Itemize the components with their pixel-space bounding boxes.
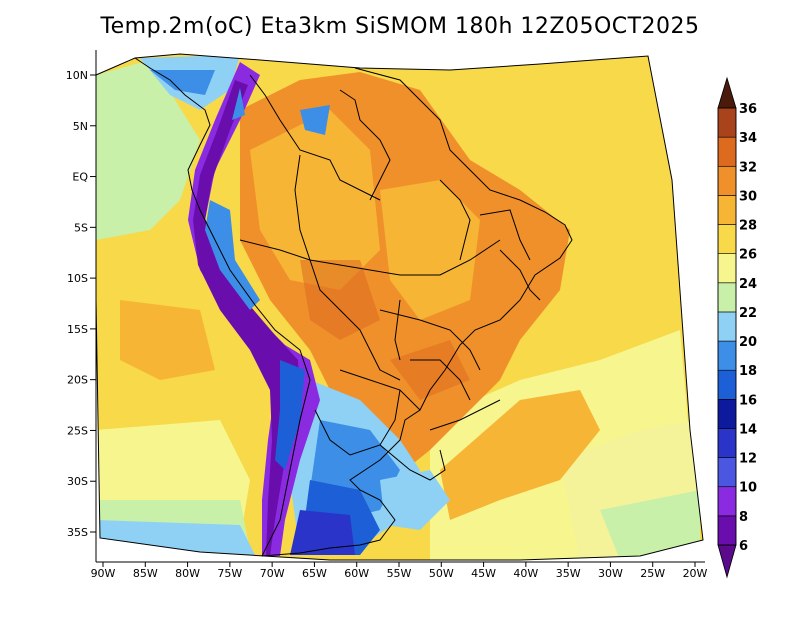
colorbar-max-arrow <box>717 76 737 109</box>
colorbar-min-arrow <box>717 544 737 579</box>
colorbar-label: 30 <box>739 189 757 204</box>
lon-tick-label: 35W <box>556 567 581 580</box>
lat-tick-label: 20S <box>67 374 88 387</box>
lon-tick-label: 65W <box>302 567 327 580</box>
lat-tick-label: 30S <box>67 475 88 488</box>
colorbar-label: 24 <box>739 277 757 292</box>
lon-tick-label: 30W <box>598 567 623 580</box>
colorbar-swatch <box>717 282 737 313</box>
lat-tick-label: 35S <box>67 526 88 539</box>
colorbar-swatch <box>717 165 737 196</box>
colorbar-swatch <box>717 515 737 546</box>
lon-tick-label: 55W <box>387 567 412 580</box>
colorbar-label: 12 <box>739 452 757 467</box>
lat-tick-label: 5S <box>74 221 88 234</box>
colorbar: 6 8 10 12 14 16 18 20 22 24 26 28 30 32 34 36 <box>717 76 757 579</box>
lon-tick-label: 85W <box>133 567 158 580</box>
colorbar-label: 28 <box>739 219 757 234</box>
colorbar-swatch <box>717 195 737 225</box>
lon-tick-label: 20W <box>683 567 708 580</box>
colorbar-label: 32 <box>739 160 757 175</box>
colorbar-label: 18 <box>739 364 757 379</box>
colorbar-label: 6 <box>739 539 748 554</box>
lon-tick-label: 70W <box>260 567 285 580</box>
lat-tick-label: 25S <box>67 424 88 437</box>
lat-tick-label: 10S <box>67 272 88 285</box>
colorbar-label: 36 <box>739 102 757 117</box>
lat-tick-label: 15S <box>67 323 88 336</box>
lon-tick-label: 60W <box>344 567 369 580</box>
colorbar-label: 26 <box>739 248 757 263</box>
map-title: Temp.2m(oC) Eta3km SiSMOM 180h 12Z05OCT2… <box>100 14 700 39</box>
lat-tick-label: EQ <box>72 171 88 184</box>
colorbar-swatch <box>717 107 737 138</box>
colorbar-label: 10 <box>739 481 757 496</box>
colorbar-swatch <box>717 253 737 284</box>
colorbar-label: 22 <box>739 306 757 321</box>
latitude-axis: 10N 5N EQ 5S 10S 15S 20S 25S 30S 35S <box>66 69 96 539</box>
lon-tick-label: 75W <box>217 567 242 580</box>
colorbar-swatch <box>717 340 737 371</box>
colorbar-swatch <box>717 399 737 429</box>
lon-tick-label: 50W <box>429 567 454 580</box>
colorbar-label: 8 <box>739 510 748 525</box>
colorbar-swatch <box>717 311 737 342</box>
colorbar-swatch <box>717 369 737 400</box>
colorbar-swatch <box>717 486 737 517</box>
colorbar-label: 14 <box>739 422 757 437</box>
lon-tick-label: 40W <box>513 567 538 580</box>
lon-tick-label: 90W <box>91 567 116 580</box>
lon-tick-label: 25W <box>640 567 665 580</box>
colorbar-label: 34 <box>739 131 757 146</box>
colorbar-swatch <box>717 224 737 254</box>
country-boundaries <box>134 57 573 557</box>
colorbar-label: 16 <box>739 393 757 408</box>
colorbar-label: 20 <box>739 335 757 350</box>
lon-tick-label: 45W <box>471 567 496 580</box>
lat-tick-label: 10N <box>66 69 88 82</box>
lat-tick-label: 5N <box>73 120 88 133</box>
map-frame <box>95 53 704 561</box>
lon-tick-label: 80W <box>175 567 200 580</box>
longitude-axis: 90W 85W 80W 75W 70W 65W 60W 55W 50W 45W 40W 35W 30W 2… <box>91 562 708 580</box>
temperature-field <box>96 54 703 560</box>
colorbar-swatch <box>717 136 737 167</box>
colorbar-swatch <box>717 428 737 458</box>
colorbar-swatch <box>717 457 737 488</box>
